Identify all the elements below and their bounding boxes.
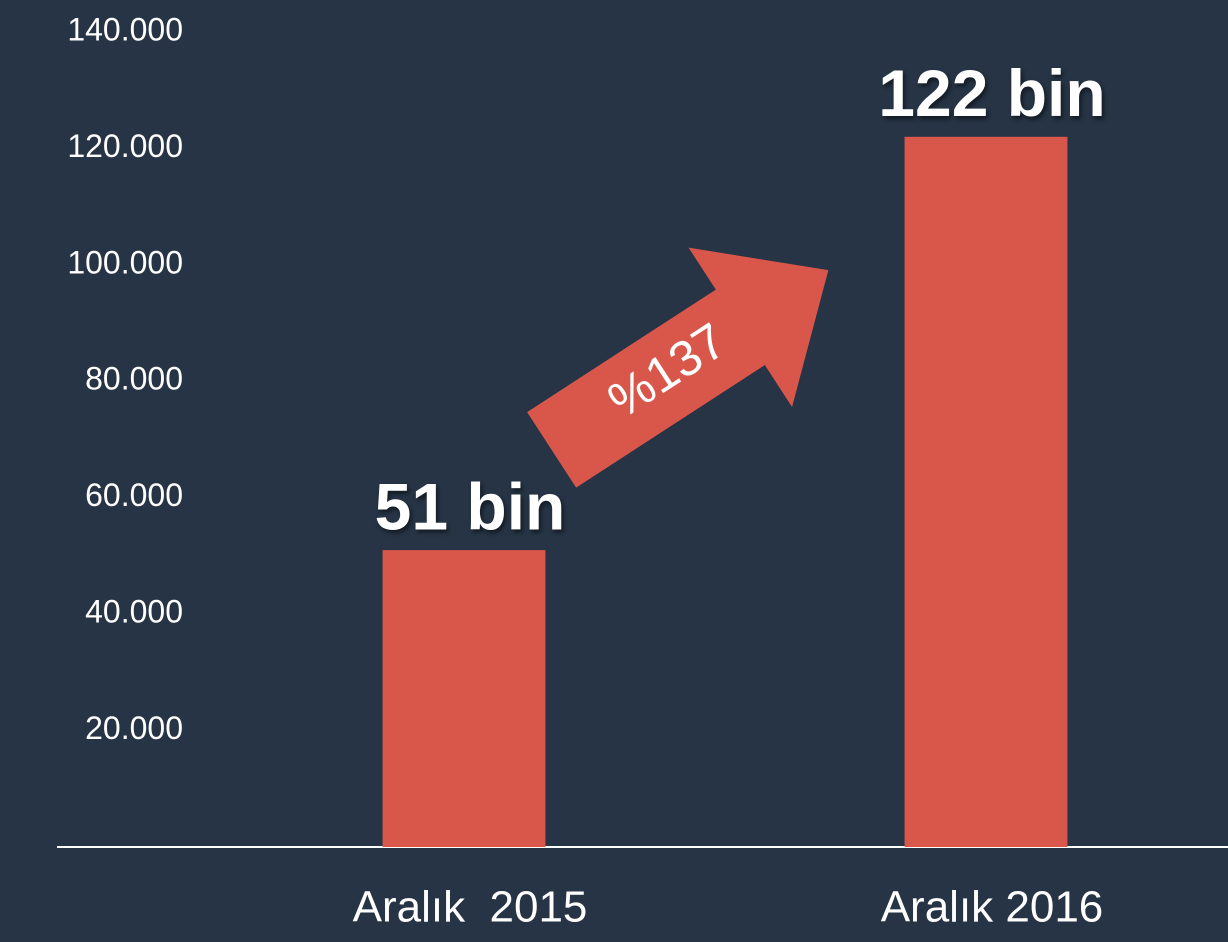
- y-tick-label: 60.000: [85, 477, 183, 513]
- bar: [382, 550, 546, 847]
- value-label: 51 bin: [375, 470, 566, 544]
- arrow-shape: [527, 247, 829, 488]
- y-tick-label: 100.000: [67, 244, 183, 280]
- y-tick-label: 120.000: [67, 128, 183, 164]
- y-tick-label: 40.000: [85, 594, 183, 630]
- y-tick-label: 20.000: [85, 710, 183, 746]
- x-tick-label: Aralık 2015: [353, 883, 588, 932]
- y-tick-label: 80.000: [85, 361, 183, 397]
- y-tick-label: 140.000: [67, 11, 183, 47]
- bar: [904, 136, 1068, 848]
- x-tick-label: Aralık 2016: [881, 883, 1104, 932]
- value-label: 122 bin: [878, 56, 1105, 130]
